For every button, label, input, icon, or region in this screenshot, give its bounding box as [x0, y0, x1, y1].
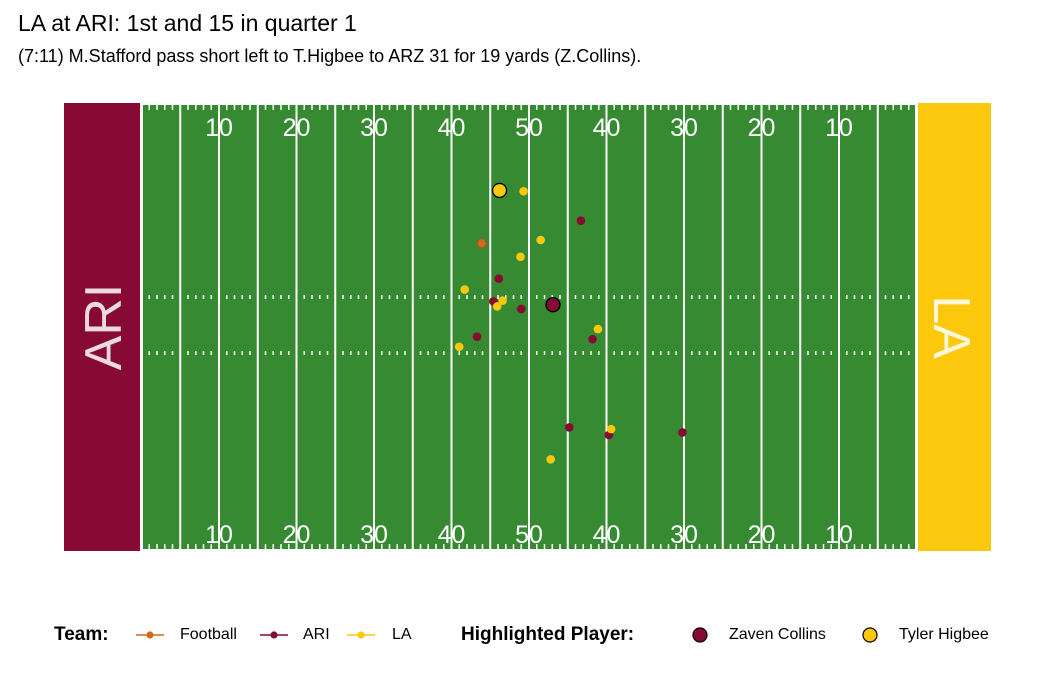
yard-lines	[140, 103, 918, 551]
la-player-point	[516, 252, 525, 262]
yard-number: 20	[748, 114, 776, 142]
yard-number: 50	[515, 114, 543, 142]
ari-player-point	[516, 304, 526, 314]
yard-number: 30	[360, 521, 388, 549]
legend-key-zaven-collins	[692, 627, 708, 643]
yard-number: 20	[748, 521, 776, 549]
chart-subtitle: (7:11) M.Stafford pass short left to T.H…	[18, 46, 642, 66]
football-marker	[476, 238, 487, 249]
highlighted-player-zaven-collins	[545, 297, 561, 313]
legend: Team: Football ARI LA Highlighted Player…	[0, 620, 1050, 650]
yard-number: 40	[593, 521, 621, 549]
chart-title: LA at ARI: 1st and 15 in quarter 1	[18, 10, 357, 36]
legend-label-zaven-collins: Zaven Collins	[729, 626, 826, 643]
la-player-point	[606, 424, 616, 434]
ari-player-point	[576, 216, 586, 225]
player-points	[454, 182, 687, 464]
ari-player-point	[494, 274, 504, 283]
endzone-label-right: LA	[922, 295, 980, 359]
ari-player-point	[678, 428, 687, 437]
endzone-left	[64, 103, 140, 551]
yard-number: 50	[515, 521, 543, 549]
legend-label-ari: ARI	[303, 626, 330, 643]
yard-number: 20	[283, 521, 311, 549]
legend-label-football: Football	[180, 626, 237, 643]
la-player-point	[546, 455, 555, 464]
highlighted-player-tyler-higbee	[491, 182, 508, 199]
yard-number: 40	[438, 114, 466, 142]
yard-number: 40	[593, 114, 621, 142]
legend-team-title: Team:	[54, 624, 109, 645]
legend-key-tyler-higbee	[862, 627, 878, 643]
la-player-point	[454, 342, 464, 352]
hash-marks	[148, 105, 910, 549]
yard-number: 10	[825, 114, 853, 142]
yard-numbers: 10 10 20 20 30 30 40 40 50 50 40 40 30 30 20 20 10 10	[205, 114, 853, 549]
field-turf	[140, 103, 915, 551]
la-player-point	[492, 302, 502, 311]
la-player-point	[460, 285, 469, 294]
yard-number: 30	[360, 114, 388, 142]
legend-highlight-title: Highlighted Player:	[461, 624, 635, 645]
yard-number: 40	[438, 521, 466, 549]
legend-label-tyler-higbee: Tyler Higbee	[899, 626, 989, 643]
yard-number: 10	[205, 521, 233, 549]
legend-key-ari	[260, 631, 288, 639]
ari-player-point	[472, 332, 482, 341]
la-player-point	[519, 186, 528, 196]
yard-number: 20	[283, 114, 311, 142]
la-player-point	[498, 296, 507, 305]
legend-label-la: LA	[392, 626, 412, 643]
yard-number: 10	[205, 114, 233, 142]
la-player-point	[593, 324, 603, 334]
yard-number: 10	[825, 521, 853, 549]
yard-number: 30	[670, 521, 698, 549]
yard-number: 30	[670, 114, 698, 142]
legend-key-football	[136, 631, 164, 639]
endzone-right	[915, 103, 991, 551]
football-field-plot: 10 10 20 20 30 30 40 40 50 50 40 40 30 30 20 20 10 10 ARI…	[64, 103, 991, 551]
la-player-point	[536, 235, 545, 245]
legend-key-la	[347, 631, 375, 639]
endzone-label-left: ARI	[75, 284, 133, 371]
ari-player-point	[588, 334, 597, 344]
ari-player-point	[565, 423, 574, 432]
